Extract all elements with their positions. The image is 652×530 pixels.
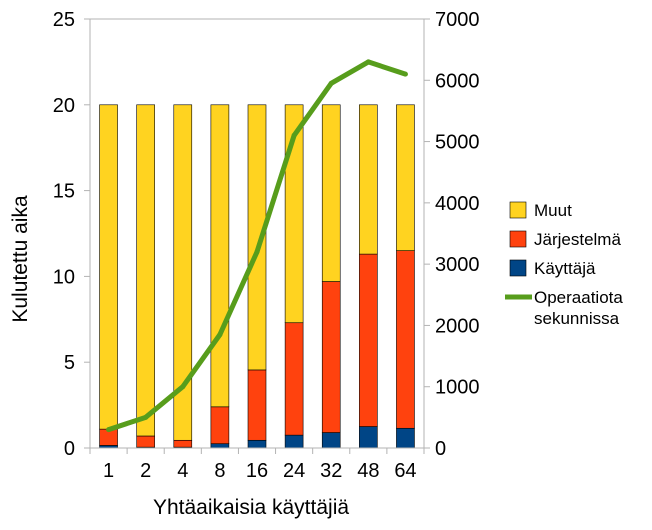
x-tick-label: 4 bbox=[177, 460, 188, 482]
bar-segment bbox=[396, 104, 415, 251]
y2-tick-label: 5000 bbox=[435, 132, 480, 154]
legend-label: Järjestelmä bbox=[534, 230, 621, 249]
line-point bbox=[402, 71, 408, 77]
x-axis-title: Yhtäaikaisia käyttäjiä bbox=[153, 496, 349, 519]
legend-swatch bbox=[509, 259, 527, 277]
legend-label: Operaatiota bbox=[534, 288, 623, 307]
y-axis-title: Kulutettu aika bbox=[9, 195, 32, 323]
y-tick-label: 0 bbox=[64, 438, 75, 460]
line-point bbox=[365, 59, 371, 65]
y2-tick-label: 1000 bbox=[435, 377, 480, 399]
line-point bbox=[180, 384, 186, 390]
x-tick-label: 64 bbox=[394, 460, 416, 482]
bar-segment bbox=[247, 439, 267, 449]
legend-label: sekunnissa bbox=[534, 309, 620, 328]
bar-segment bbox=[173, 104, 193, 441]
legend-swatch bbox=[509, 230, 527, 248]
legend-label: Käyttäjä bbox=[534, 259, 596, 278]
bar-group bbox=[99, 104, 415, 449]
bar-segment bbox=[136, 435, 155, 448]
x-tick-label: 2 bbox=[140, 460, 151, 482]
bar-segment bbox=[359, 426, 378, 449]
bar-segment bbox=[210, 443, 230, 449]
bar-segment bbox=[321, 281, 341, 433]
bar-segment bbox=[210, 104, 230, 408]
bar-segment bbox=[359, 253, 378, 427]
legend: Muut Järjestelmä Käyttäjä Operaatiota sekunn… bbox=[505, 201, 623, 328]
y-tick-label: 25 bbox=[53, 9, 75, 31]
line-point bbox=[291, 132, 297, 138]
legend-label: Muut bbox=[534, 201, 572, 220]
bar-segment bbox=[173, 439, 193, 448]
x-tick-label: 48 bbox=[357, 460, 379, 482]
bar-segment bbox=[210, 406, 230, 445]
bar-segment bbox=[396, 427, 415, 449]
bar-segment bbox=[396, 250, 415, 429]
y2-tick-label: 7000 bbox=[435, 9, 480, 31]
line-point bbox=[254, 249, 260, 255]
y-tick-label: 10 bbox=[53, 266, 75, 288]
bar-segment bbox=[136, 104, 155, 437]
y2-tick-label: 0 bbox=[435, 438, 446, 460]
y-tick-label: 20 bbox=[53, 95, 75, 117]
bar-segment bbox=[359, 104, 378, 255]
line-point bbox=[328, 80, 334, 86]
bar-segment bbox=[321, 104, 341, 282]
line-point bbox=[143, 414, 149, 420]
x-tick-label: 32 bbox=[320, 460, 342, 482]
bar-segment bbox=[99, 104, 118, 430]
y2-tick-label: 3000 bbox=[435, 254, 480, 276]
y-tick-label: 15 bbox=[53, 181, 75, 203]
line-point bbox=[217, 332, 223, 338]
x-tick-label: 1 bbox=[103, 460, 114, 482]
bar-segment bbox=[284, 322, 304, 436]
y2-tick-label: 2000 bbox=[435, 315, 480, 337]
y-tick-label: 5 bbox=[64, 352, 75, 374]
legend-swatch bbox=[509, 201, 527, 219]
axes: 0 5 10 15 20 25 0 1000 2000 3000 4000 5000 6000 7000 1… bbox=[53, 9, 480, 482]
bar-segment bbox=[321, 432, 341, 449]
line-point bbox=[106, 427, 112, 433]
line-series-layer bbox=[106, 59, 408, 433]
bar-segment bbox=[247, 104, 267, 371]
x-tick-label: 8 bbox=[214, 460, 225, 482]
y2-tick-label: 6000 bbox=[435, 70, 480, 92]
bar-segment bbox=[247, 369, 267, 441]
x-tick-label: 16 bbox=[246, 460, 268, 482]
x-tick-label: 24 bbox=[283, 460, 305, 482]
bar-segment bbox=[284, 434, 304, 449]
y2-tick-label: 4000 bbox=[435, 193, 480, 215]
bar-segment bbox=[284, 104, 304, 324]
